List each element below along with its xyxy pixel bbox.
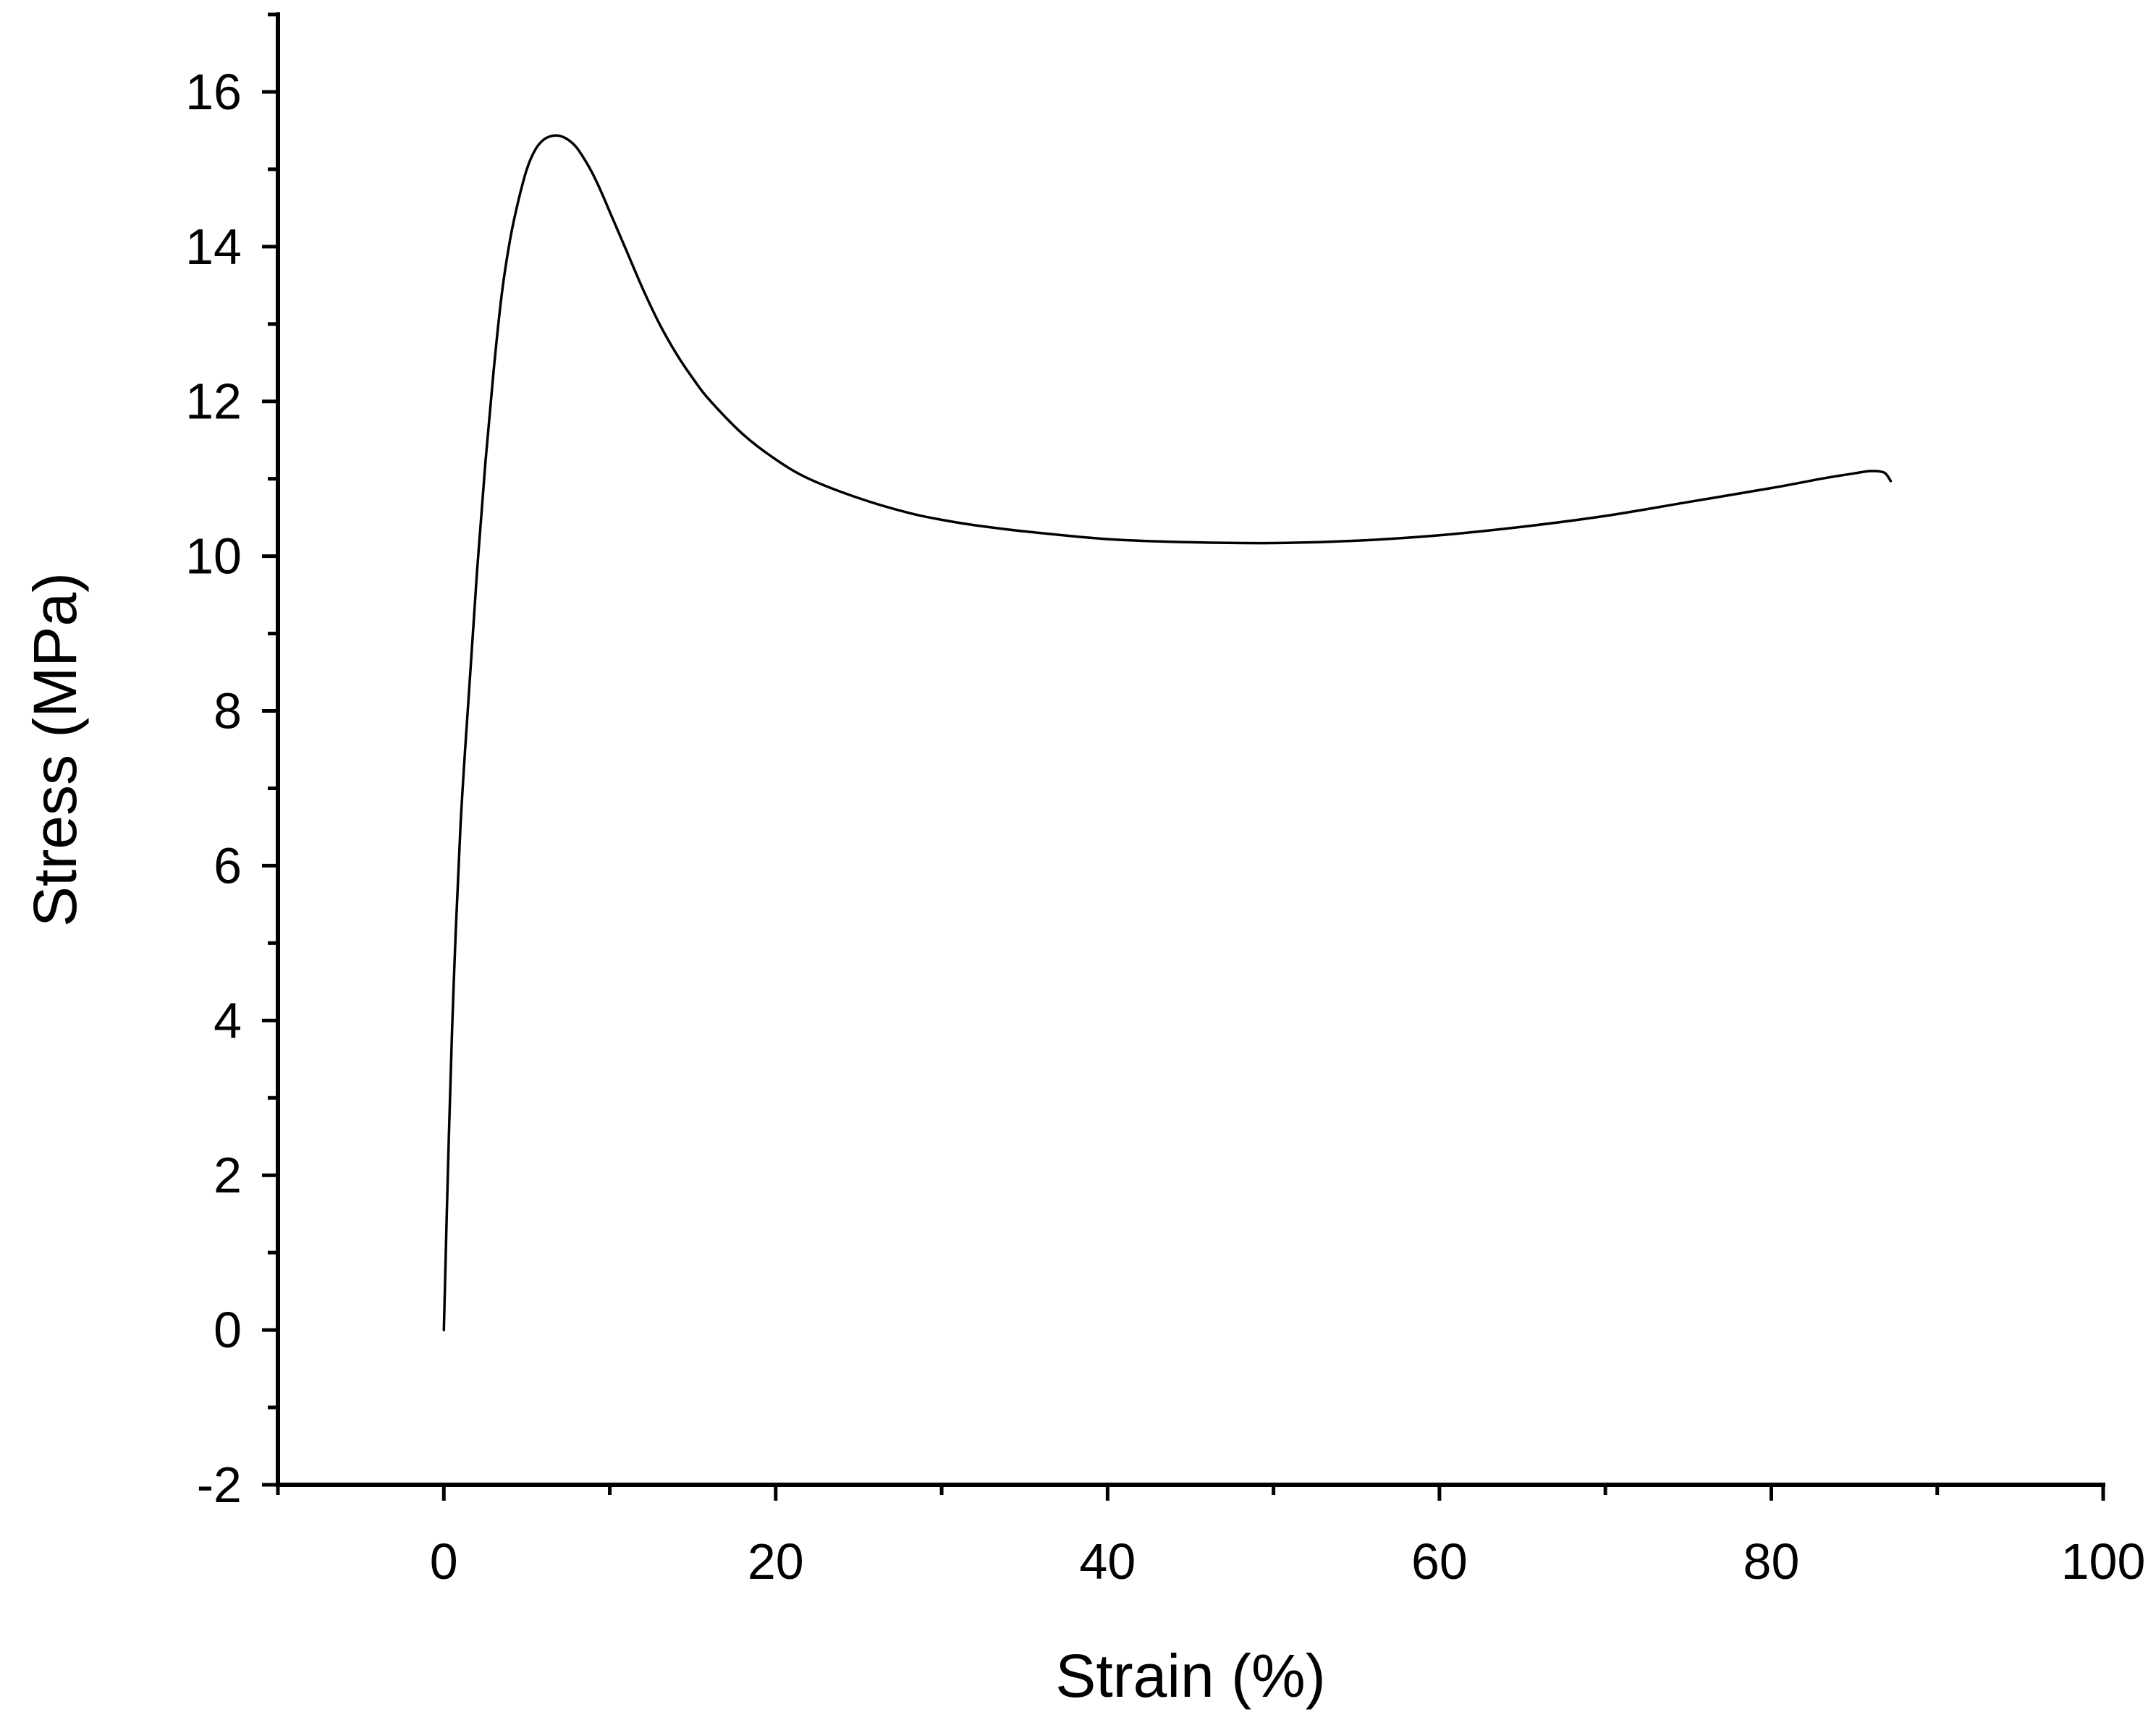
y-tick-label: 2 (214, 1147, 242, 1203)
x-tick-label: 60 (1411, 1533, 1468, 1590)
x-tick-label: 20 (748, 1533, 804, 1590)
stress-strain-curve (442, 134, 1893, 1331)
y-tick-label: 10 (185, 528, 242, 585)
y-tick-label: 12 (185, 373, 242, 430)
x-tick-label: 0 (430, 1533, 458, 1590)
y-tick-label: 14 (185, 219, 242, 275)
x-tick-label: 80 (1743, 1533, 1800, 1590)
plot-layer (442, 134, 1893, 1331)
axes-layer: 0 20 40 60 80 100 -2 0 2 4 6 8 10 12 14 16 (185, 12, 2146, 1590)
y-tick-label: 6 (214, 837, 242, 894)
y-tick-label: 4 (214, 992, 242, 1048)
x-tick-label: 40 (1079, 1533, 1136, 1590)
x-tick-label: 100 (2061, 1533, 2146, 1590)
y-axis-title: Stress (MPa) (21, 572, 89, 927)
y-tick-label: -2 (197, 1457, 242, 1513)
y-tick-label: 16 (185, 64, 242, 120)
x-axis-title: Strain (%) (1055, 1642, 1325, 1710)
y-tick-label: 0 (214, 1302, 242, 1358)
y-tick-label: 8 (214, 683, 242, 739)
